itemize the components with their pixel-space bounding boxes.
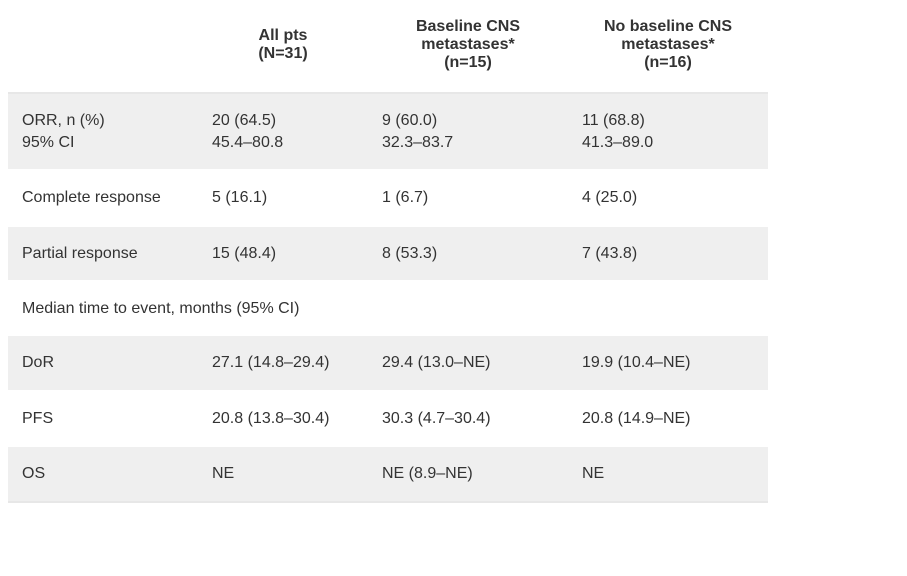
row-label: Partial response — [8, 226, 198, 282]
table-body: ORR, n (%) 95% CI20 (64.5) 45.4–80.89 (6… — [8, 93, 768, 502]
row-label: OS — [8, 446, 198, 502]
row-value: 27.1 (14.8–29.4) — [198, 335, 368, 391]
col-header-no-baseline-cns: No baseline CNS metastases* (n=16) — [568, 8, 768, 93]
table-row: OSNENE (8.9–NE)NE — [8, 446, 768, 502]
row-value: 4 (25.0) — [568, 170, 768, 226]
table-row: Partial response15 (48.4)8 (53.3)7 (43.8… — [8, 226, 768, 282]
row-value: 29.4 (13.0–NE) — [368, 335, 568, 391]
col-header-all-pts: All pts (N=31) — [198, 8, 368, 93]
row-value: 20 (64.5) 45.4–80.8 — [198, 93, 368, 170]
row-value: 7 (43.8) — [568, 226, 768, 282]
col-header-blank — [8, 8, 198, 93]
row-value: 30.3 (4.7–30.4) — [368, 391, 568, 447]
table-row: Complete response5 (16.1)1 (6.7)4 (25.0) — [8, 170, 768, 226]
row-value: 5 (16.1) — [198, 170, 368, 226]
row-value: NE — [198, 446, 368, 502]
row-value: NE (8.9–NE) — [368, 446, 568, 502]
section-header: Median time to event, months (95% CI) — [8, 281, 768, 335]
table-section-row: Median time to event, months (95% CI) — [8, 281, 768, 335]
row-value: 20.8 (13.8–30.4) — [198, 391, 368, 447]
table-row: ORR, n (%) 95% CI20 (64.5) 45.4–80.89 (6… — [8, 93, 768, 170]
row-value: NE — [568, 446, 768, 502]
row-value: 20.8 (14.9–NE) — [568, 391, 768, 447]
table-row: PFS20.8 (13.8–30.4)30.3 (4.7–30.4)20.8 (… — [8, 391, 768, 447]
row-value: 19.9 (10.4–NE) — [568, 335, 768, 391]
table-row: DoR27.1 (14.8–29.4)29.4 (13.0–NE)19.9 (1… — [8, 335, 768, 391]
row-value: 8 (53.3) — [368, 226, 568, 282]
row-label: Complete response — [8, 170, 198, 226]
clinical-results-table: All pts (N=31) Baseline CNS metastases* … — [8, 8, 768, 503]
col-header-baseline-cns: Baseline CNS metastases* (n=15) — [368, 8, 568, 93]
row-label: ORR, n (%) 95% CI — [8, 93, 198, 170]
row-value: 9 (60.0) 32.3–83.7 — [368, 93, 568, 170]
row-value: 1 (6.7) — [368, 170, 568, 226]
row-label: PFS — [8, 391, 198, 447]
row-label: DoR — [8, 335, 198, 391]
row-value: 15 (48.4) — [198, 226, 368, 282]
table-header-row: All pts (N=31) Baseline CNS metastases* … — [8, 8, 768, 93]
row-value: 11 (68.8) 41.3–89.0 — [568, 93, 768, 170]
